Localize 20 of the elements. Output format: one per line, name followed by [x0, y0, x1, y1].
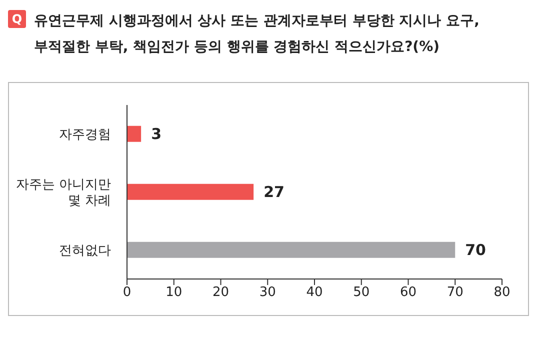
chart-title: 유연근무제 시행과정에서 상사 또는 관계자로부터 부당한 지시나 요구, 부적절한 부탁, 책임전가 등의 행위를 경험하신 적으신가요?(%): [34, 12, 480, 57]
bar: [127, 126, 142, 142]
x-tick-label: 50: [353, 285, 370, 300]
x-tick-label: 10: [166, 285, 182, 300]
data-label: 70: [465, 241, 486, 260]
bar: [127, 242, 456, 258]
x-tick-label: 60: [400, 285, 417, 300]
x-tick-label: 80: [494, 285, 510, 300]
bar: [127, 184, 254, 200]
y-tick-label: 자주경험: [59, 128, 111, 142]
x-tick-label: 40: [306, 285, 323, 300]
data-label: 3: [151, 125, 162, 144]
x-tick-label: 0: [122, 285, 132, 300]
y-tick-label: 전혀없다: [59, 244, 111, 258]
x-tick-label: 70: [446, 285, 464, 300]
x-tick-label: 30: [259, 285, 276, 300]
y-tick-label: 자주는 아니지만 몇 차례: [16, 178, 111, 208]
x-tick-label: 20: [212, 285, 230, 300]
data-label: 27: [264, 183, 284, 202]
text: Q: [8, 10, 26, 28]
